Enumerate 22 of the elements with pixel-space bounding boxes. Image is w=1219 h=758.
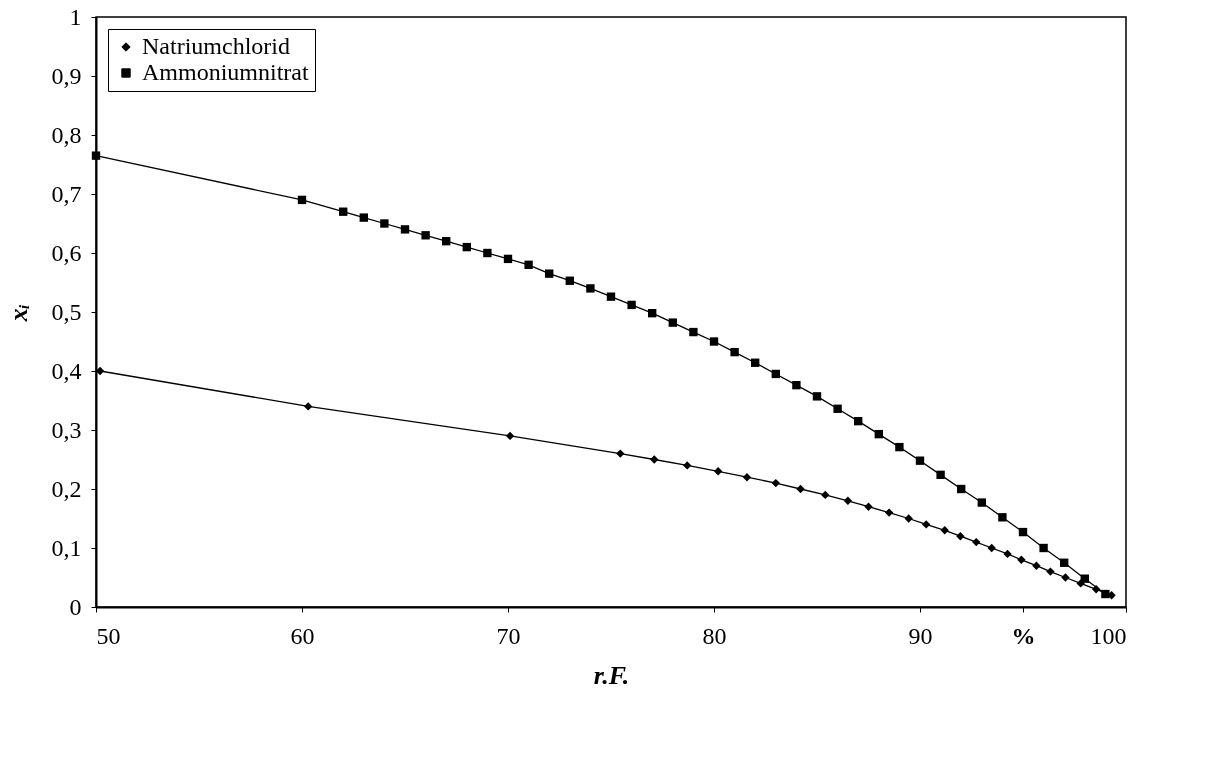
- x-tick-label: 80: [702, 622, 727, 649]
- y-tick-label: 0,5: [51, 298, 82, 325]
- y-tick-label: 0,7: [51, 180, 82, 207]
- y-tick-label: 0,1: [51, 534, 82, 561]
- y-tick-label: 0,9: [51, 62, 82, 89]
- x-axis-title: r.F.: [593, 660, 630, 690]
- x-tick-label: 100: [1090, 622, 1127, 649]
- y-tick-label: 0,6: [51, 239, 82, 266]
- y-tick-label: 0,4: [51, 357, 82, 384]
- legend-label: Ammoniumnitrat: [142, 59, 309, 85]
- x-tick-label: 90: [908, 622, 933, 649]
- legend-label: Natriumchlorid: [142, 33, 290, 59]
- y-tick-label: 0,8: [51, 121, 82, 148]
- y-tick-label: 0,2: [51, 475, 82, 502]
- x-tick-label: 70: [496, 622, 521, 649]
- y-tick-label: 0,3: [51, 416, 82, 443]
- x-tick-label: %: [1011, 622, 1036, 649]
- y-axis-title: xᵢ: [3, 303, 33, 323]
- x-tick-label: 60: [290, 622, 315, 649]
- y-tick-label: 0: [69, 593, 82, 620]
- x-tick-label: 50: [96, 622, 121, 649]
- y-tick-label: 1: [69, 3, 82, 30]
